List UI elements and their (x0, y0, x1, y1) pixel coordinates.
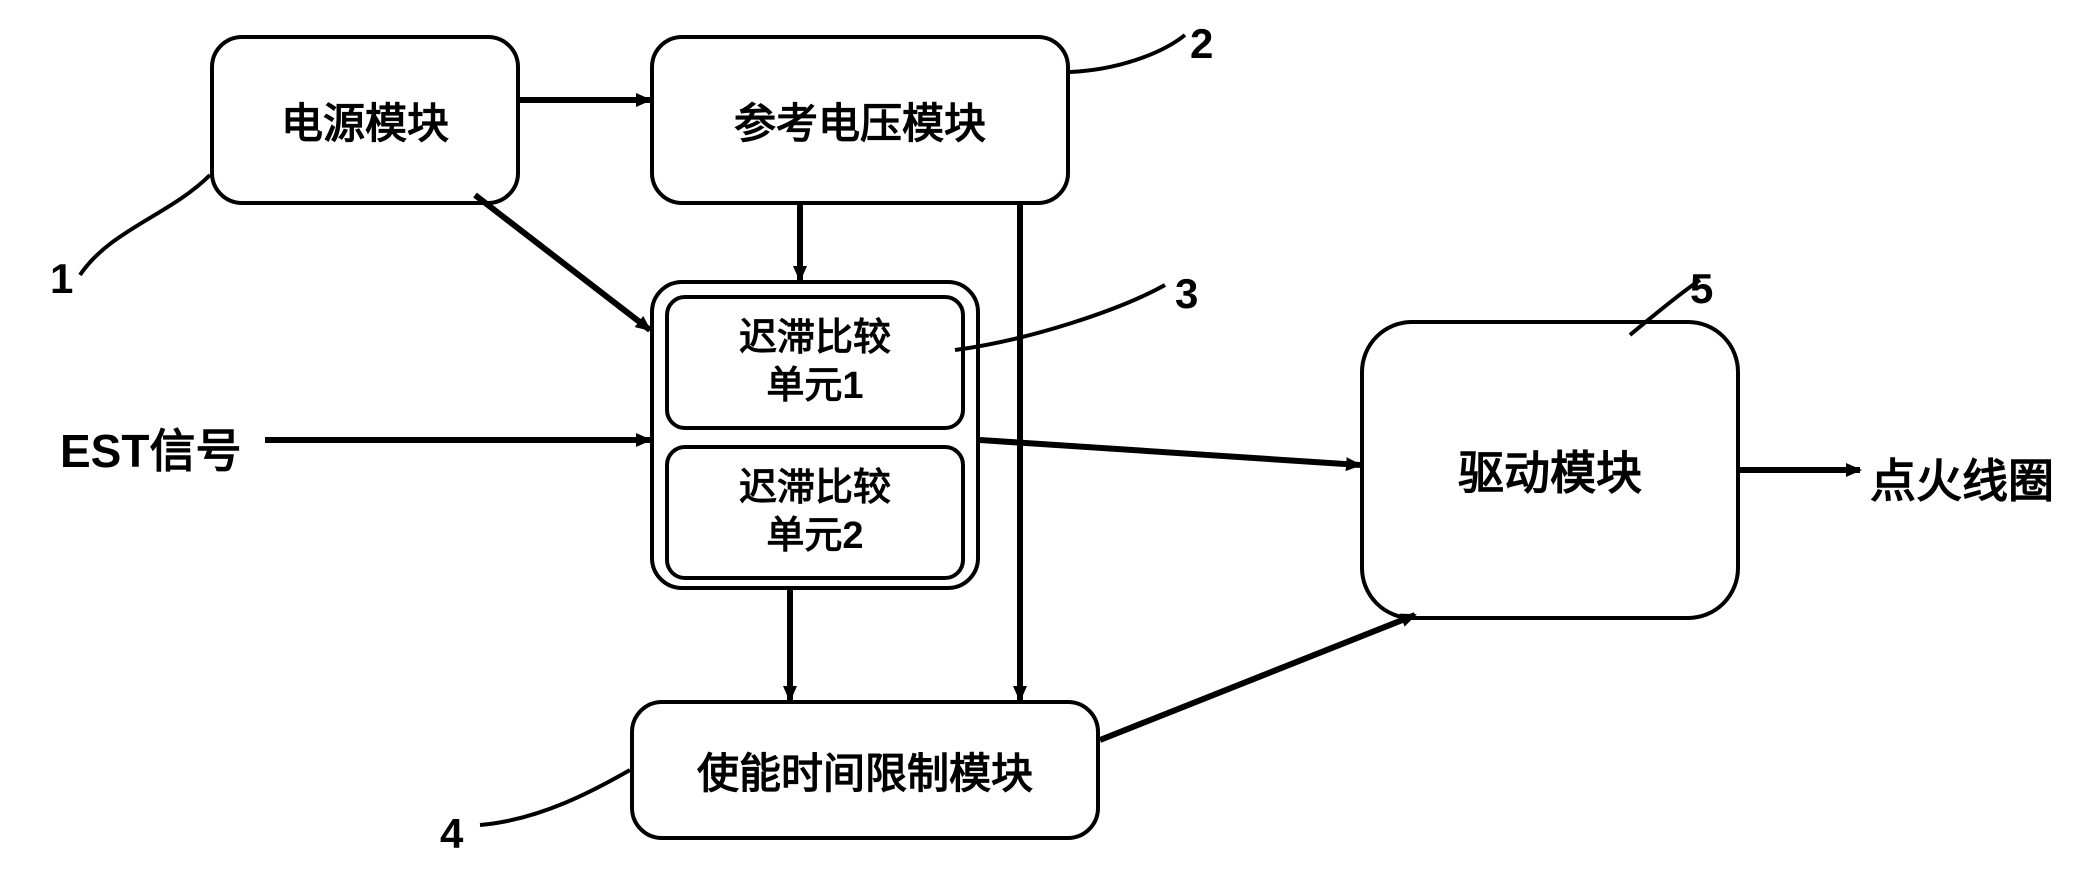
node-cmp1: 迟滞比较单元1 (665, 295, 965, 430)
label-3: 3 (1175, 270, 1198, 318)
label-1: 1 (50, 255, 73, 303)
diagram-stage: 电源模块 参考电压模块 迟滞比较单元1 迟滞比较单元2 使能时间限制模块 驱动模… (0, 0, 2078, 874)
label-est: EST信号 (60, 415, 241, 481)
node-cmp2-label: 迟滞比较单元2 (739, 465, 891, 560)
node-power-label: 电源模块 (281, 90, 449, 151)
node-cmp1-label: 迟滞比较单元1 (739, 315, 891, 410)
label-4: 4 (440, 810, 463, 858)
node-limit: 使能时间限制模块 (630, 700, 1100, 840)
node-power: 电源模块 (210, 35, 520, 205)
node-drive-label: 驱动模块 (1458, 437, 1642, 503)
label-5: 5 (1690, 265, 1713, 313)
node-limit-label: 使能时间限制模块 (697, 740, 1033, 801)
label-coil: 点火线圈 (1870, 445, 2054, 511)
label-2: 2 (1190, 20, 1213, 68)
node-cmp2: 迟滞比较单元2 (665, 445, 965, 580)
node-ref-label: 参考电压模块 (734, 90, 986, 151)
node-drive: 驱动模块 (1360, 320, 1740, 620)
node-ref: 参考电压模块 (650, 35, 1070, 205)
